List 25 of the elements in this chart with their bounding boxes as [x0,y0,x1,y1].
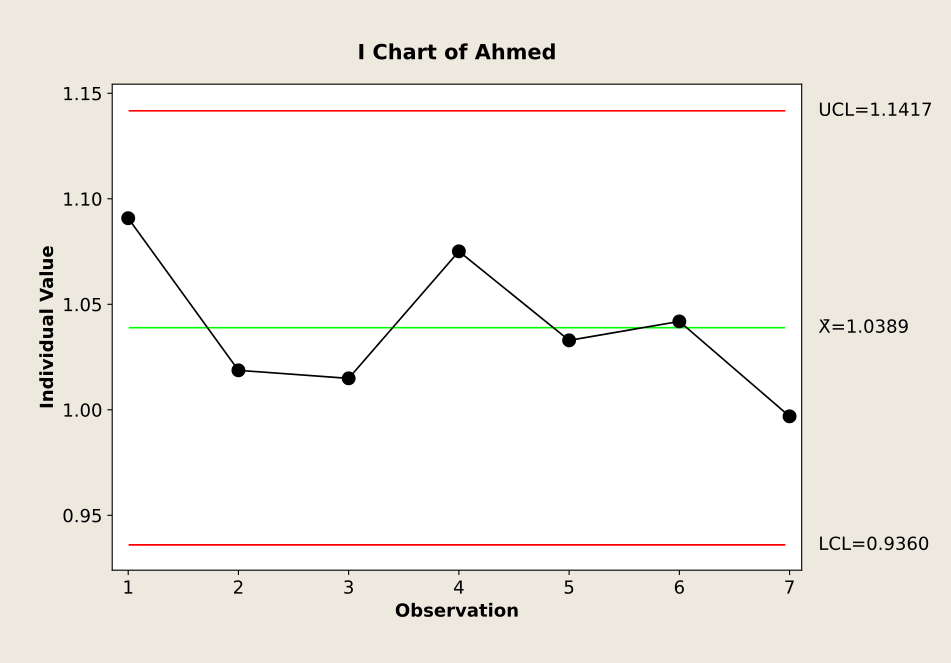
y-tick-label: 1.00 [64,403,102,417]
x-tick-label: 5 [564,580,574,594]
point [672,314,686,328]
x-tick-label: 2 [234,580,242,594]
point [782,409,797,424]
y-tick-label: 0.95 [63,508,101,522]
ref-line-label: X̄=1.0389 [818,319,908,333]
x-tick-label: 6 [674,580,684,594]
point [121,211,136,226]
point [231,363,246,378]
x-tick-label: 1 [124,580,132,594]
y-tick-label: 1.05 [64,298,101,312]
point [452,244,466,258]
x-tick-label: 4 [454,580,464,594]
x-axis-title: Observation [396,602,518,617]
point [342,371,356,386]
point [562,333,576,348]
y-tick-label: 1.10 [64,192,102,206]
y-axis-title: Individual Value [39,246,54,408]
y-tick-label: 1.15 [64,86,101,100]
chart-title: I Chart of Ahmed [359,43,555,60]
x-tick-label: 3 [344,580,353,594]
ref-line-label: LCL=0.9360 [820,536,928,550]
x-tick-label: 7 [785,580,794,594]
ref-line-label: UCL=1.1417 [820,102,932,116]
